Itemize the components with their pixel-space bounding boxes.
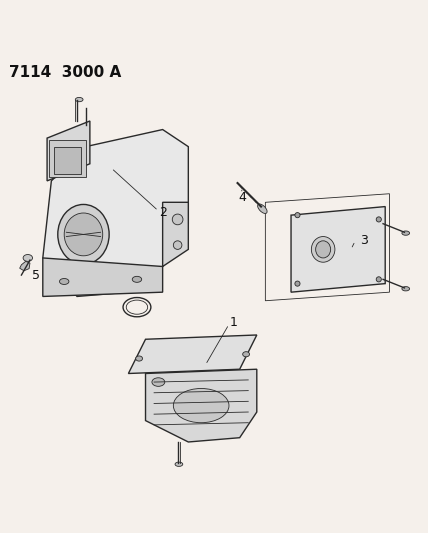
Ellipse shape [132, 276, 142, 282]
Polygon shape [43, 258, 163, 296]
Ellipse shape [173, 389, 229, 423]
Ellipse shape [136, 356, 143, 361]
Ellipse shape [23, 255, 33, 261]
Text: 4: 4 [238, 191, 246, 204]
Ellipse shape [243, 352, 250, 357]
Polygon shape [43, 130, 188, 296]
Polygon shape [146, 369, 257, 442]
Ellipse shape [175, 462, 183, 466]
Ellipse shape [152, 378, 165, 386]
Ellipse shape [59, 278, 69, 285]
Ellipse shape [376, 217, 381, 222]
Ellipse shape [295, 213, 300, 217]
Text: 7114  3000 A: 7114 3000 A [9, 66, 121, 80]
Polygon shape [163, 203, 188, 266]
Text: 2: 2 [159, 206, 166, 220]
Ellipse shape [402, 231, 410, 235]
Polygon shape [20, 261, 30, 271]
Ellipse shape [311, 237, 335, 262]
Polygon shape [128, 335, 257, 374]
Ellipse shape [172, 214, 183, 225]
Bar [49, 140, 86, 176]
Ellipse shape [75, 98, 83, 102]
Text: 3: 3 [360, 235, 368, 247]
Ellipse shape [58, 205, 109, 264]
Ellipse shape [64, 213, 103, 256]
Ellipse shape [376, 277, 381, 282]
Polygon shape [47, 121, 90, 181]
Bar [54, 147, 81, 174]
Ellipse shape [402, 287, 410, 291]
Polygon shape [291, 207, 385, 292]
Ellipse shape [258, 204, 267, 213]
Ellipse shape [315, 241, 330, 258]
Ellipse shape [173, 241, 182, 249]
Text: 1: 1 [229, 316, 237, 329]
Ellipse shape [295, 281, 300, 286]
Text: 5: 5 [33, 269, 40, 281]
